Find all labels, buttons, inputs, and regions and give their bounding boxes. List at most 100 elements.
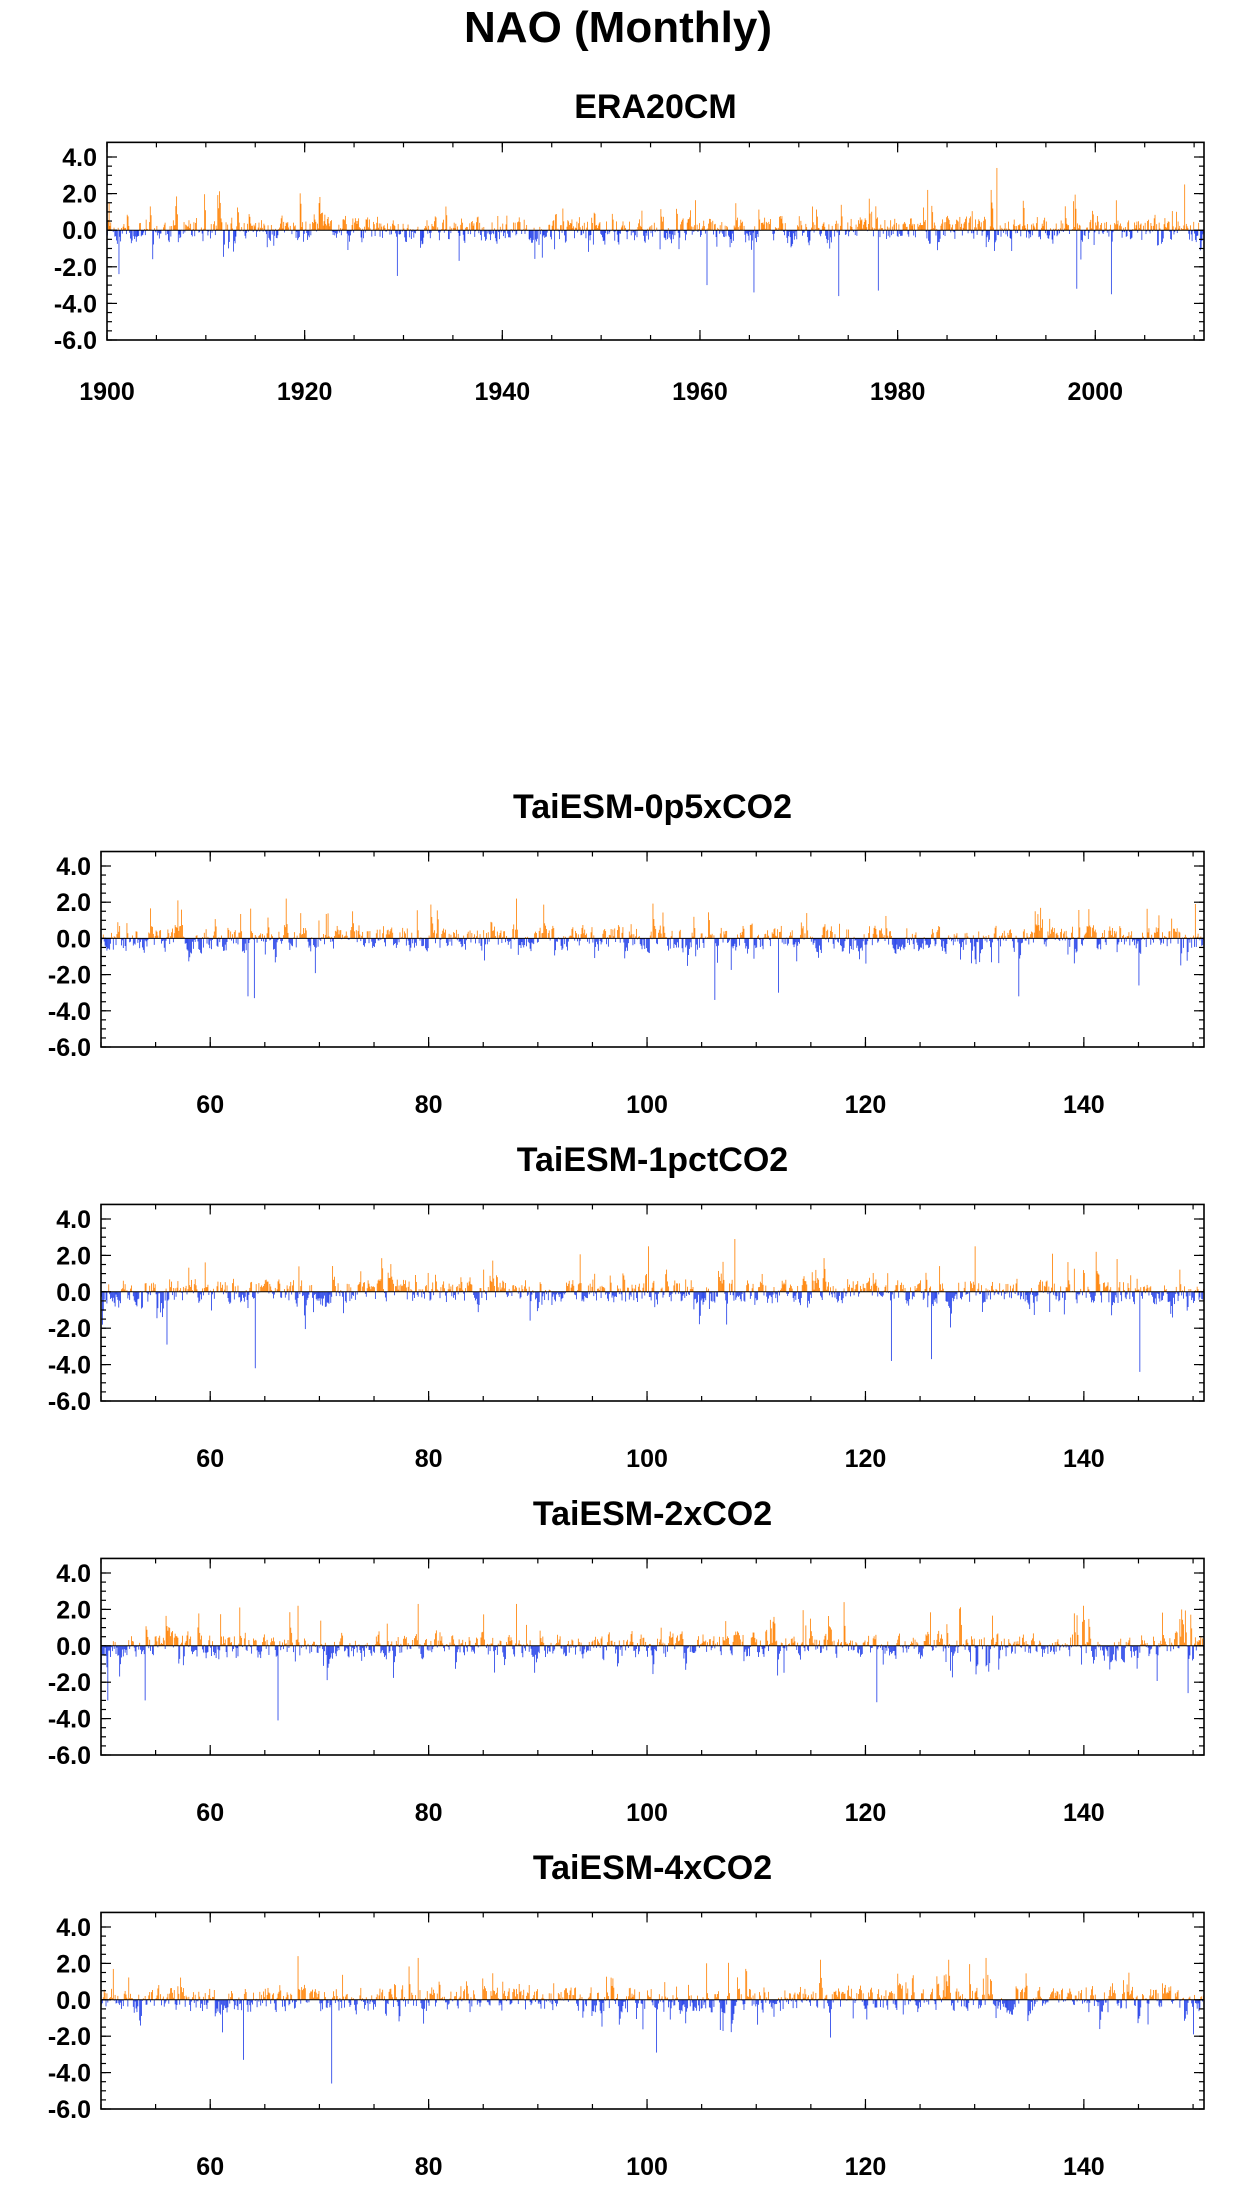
negative-bar [352,1645,354,1648]
negative-bar [748,230,750,241]
positive-bar [779,216,781,231]
positive-bar [637,937,639,939]
negative-bar [117,1291,119,1300]
negative-bar [495,1645,496,1651]
positive-bar [588,1641,590,1646]
negative-bar [573,1645,575,1648]
negative-bar [617,230,619,243]
positive-bar [176,927,178,939]
positive-bar [490,921,492,939]
negative-bar [1035,1291,1037,1296]
negative-bar [769,1291,771,1296]
positive-bar [274,1287,276,1292]
positive-bar [191,1279,192,1292]
negative-bar [1001,1291,1002,1296]
negative-bar [487,1645,489,1655]
positive-bar [513,924,515,939]
negative-bar [302,1291,303,1297]
positive-bar [621,932,623,939]
negative-bar [1151,1291,1153,1295]
positive-bar [765,1631,767,1646]
negative-bar [830,230,831,238]
positive-bar [1092,927,1093,939]
negative-bar [454,1291,455,1296]
positive-bar [1184,184,1186,231]
positive-bar [703,1641,705,1646]
negative-bar [720,230,722,233]
negative-bar [814,938,816,941]
positive-bar [727,227,728,231]
negative-bar [596,1645,597,1648]
positive-bar [535,931,536,939]
positive-bar [455,223,457,231]
negative-bar [711,1645,713,1648]
positive-bar [350,1287,352,1292]
positive-bar [448,933,450,939]
negative-bar [891,230,892,236]
positive-bar [410,229,411,231]
negative-bar [512,1645,514,1650]
negative-bar [837,1291,839,1303]
positive-bar [1071,932,1072,939]
negative-bar [252,1291,253,1298]
positive-bar [223,1289,225,1292]
negative-bar [430,1291,432,1300]
positive-bar [217,195,219,231]
negative-bar [697,230,699,232]
negative-bar [169,938,171,945]
positive-bar [1166,227,1167,231]
negative-bar [543,1291,545,1294]
positive-bar [1080,1288,1082,1292]
negative-bar [1173,230,1175,235]
positive-bar [457,226,458,231]
positive-bar [273,1641,275,1646]
positive-bar [1042,226,1044,231]
negative-bar [546,230,547,237]
positive-bar [596,224,598,231]
negative-bar [957,938,959,942]
positive-bar [153,228,155,231]
negative-bar [881,1645,883,1651]
negative-bar [273,230,275,246]
negative-bar [1149,230,1151,234]
positive-bar [727,1636,728,1646]
positive-bar [382,226,384,231]
positive-bar [1182,228,1184,231]
positive-bar [714,224,715,231]
negative-bar [244,1291,246,1297]
negative-bar [1003,1291,1005,1300]
negative-bar [118,1291,120,1308]
negative-bar [900,938,902,947]
positive-bar [387,929,389,939]
negative-bar [235,1645,237,1658]
positive-bar [1165,1289,1167,1292]
negative-bar [365,1291,367,1297]
positive-bar [759,1281,761,1292]
positive-bar [888,227,890,231]
positive-bar [352,911,354,939]
negative-bar [475,938,476,944]
negative-bar [315,938,317,948]
negative-bar [627,230,629,232]
negative-bar [215,1645,217,1659]
negative-bar [554,1291,556,1300]
positive-bar [216,1286,218,1292]
positive-bar [627,1639,628,1646]
negative-bar [412,938,414,944]
negative-bar [103,1291,105,1300]
positive-bar [525,228,527,231]
negative-bar [779,1645,781,1652]
negative-bar [134,1645,136,1652]
negative-bar [526,1291,528,1296]
positive-bar [1115,200,1117,231]
positive-bar [570,223,572,231]
positive-bar [827,1286,829,1292]
positive-bar [377,216,378,231]
negative-bar [627,938,628,951]
negative-bar [793,230,794,234]
positive-bar [171,932,172,939]
negative-bar [137,1291,139,1300]
positive-bar [699,1644,701,1646]
positive-bar [136,931,138,939]
positive-bar [263,1634,265,1646]
